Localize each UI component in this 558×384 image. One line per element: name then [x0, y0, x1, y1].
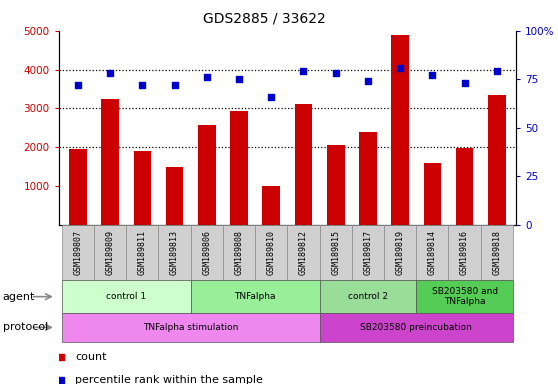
Point	[105, 70, 114, 76]
Bar	[166, 167, 184, 225]
Point	[267, 94, 276, 100]
Point	[396, 65, 405, 71]
Bar	[62, 225, 94, 280]
Text: protocol: protocol	[3, 322, 48, 333]
Bar	[352, 225, 384, 280]
Text: GSM189816: GSM189816	[460, 230, 469, 275]
Text: agent: agent	[3, 291, 35, 302]
Point	[74, 82, 83, 88]
Point	[138, 82, 147, 88]
Point	[203, 74, 211, 80]
Bar	[320, 225, 352, 280]
Text: GSM189808: GSM189808	[234, 230, 243, 275]
Text: TNFalpha stimulation: TNFalpha stimulation	[143, 323, 238, 332]
Point	[234, 76, 243, 82]
Bar	[320, 280, 416, 313]
Bar	[384, 225, 416, 280]
Text: percentile rank within the sample: percentile rank within the sample	[75, 375, 263, 384]
Bar	[62, 280, 191, 313]
Bar	[416, 225, 449, 280]
Bar	[480, 225, 513, 280]
Text: count: count	[75, 352, 107, 362]
Bar	[449, 225, 480, 280]
Bar	[126, 225, 158, 280]
Text: GSM189812: GSM189812	[299, 230, 308, 275]
Text: GSM189811: GSM189811	[138, 230, 147, 275]
Bar	[416, 280, 513, 313]
Bar	[424, 163, 441, 225]
Text: GSM189810: GSM189810	[267, 230, 276, 275]
Text: SB203580 preincubation: SB203580 preincubation	[360, 323, 472, 332]
Bar	[102, 99, 119, 225]
Point	[299, 68, 308, 74]
Text: control 1: control 1	[106, 292, 146, 301]
Bar	[391, 35, 409, 225]
Bar	[456, 148, 473, 225]
Text: GSM189819: GSM189819	[396, 230, 405, 275]
Bar	[488, 95, 506, 225]
Point	[428, 72, 437, 78]
Bar	[320, 313, 513, 342]
Text: GSM189814: GSM189814	[428, 230, 437, 275]
Point	[363, 78, 372, 84]
Bar	[230, 111, 248, 225]
Text: GSM189817: GSM189817	[363, 230, 372, 275]
Bar	[94, 225, 126, 280]
Bar	[191, 280, 320, 313]
Text: GSM189815: GSM189815	[331, 230, 340, 275]
Bar	[62, 313, 320, 342]
Text: GSM189818: GSM189818	[492, 230, 501, 275]
Bar	[262, 186, 280, 225]
Bar	[198, 124, 216, 225]
Point	[492, 68, 501, 74]
Bar	[287, 225, 320, 280]
Bar	[295, 104, 312, 225]
Bar	[223, 225, 255, 280]
Text: GSM189809: GSM189809	[105, 230, 114, 275]
Text: GDS2885 / 33622: GDS2885 / 33622	[203, 12, 326, 25]
Bar	[191, 225, 223, 280]
Point	[460, 80, 469, 86]
Bar	[359, 132, 377, 225]
Bar	[158, 225, 191, 280]
Bar	[69, 149, 87, 225]
Text: control 2: control 2	[348, 292, 388, 301]
Bar	[255, 225, 287, 280]
Text: GSM189813: GSM189813	[170, 230, 179, 275]
Text: TNFalpha: TNFalpha	[234, 292, 276, 301]
Text: GSM189807: GSM189807	[74, 230, 83, 275]
Point	[170, 82, 179, 88]
Text: GSM189806: GSM189806	[203, 230, 211, 275]
Bar	[327, 145, 345, 225]
Bar	[133, 151, 151, 225]
Point	[331, 70, 340, 76]
Text: SB203580 and
TNFalpha: SB203580 and TNFalpha	[431, 287, 498, 306]
